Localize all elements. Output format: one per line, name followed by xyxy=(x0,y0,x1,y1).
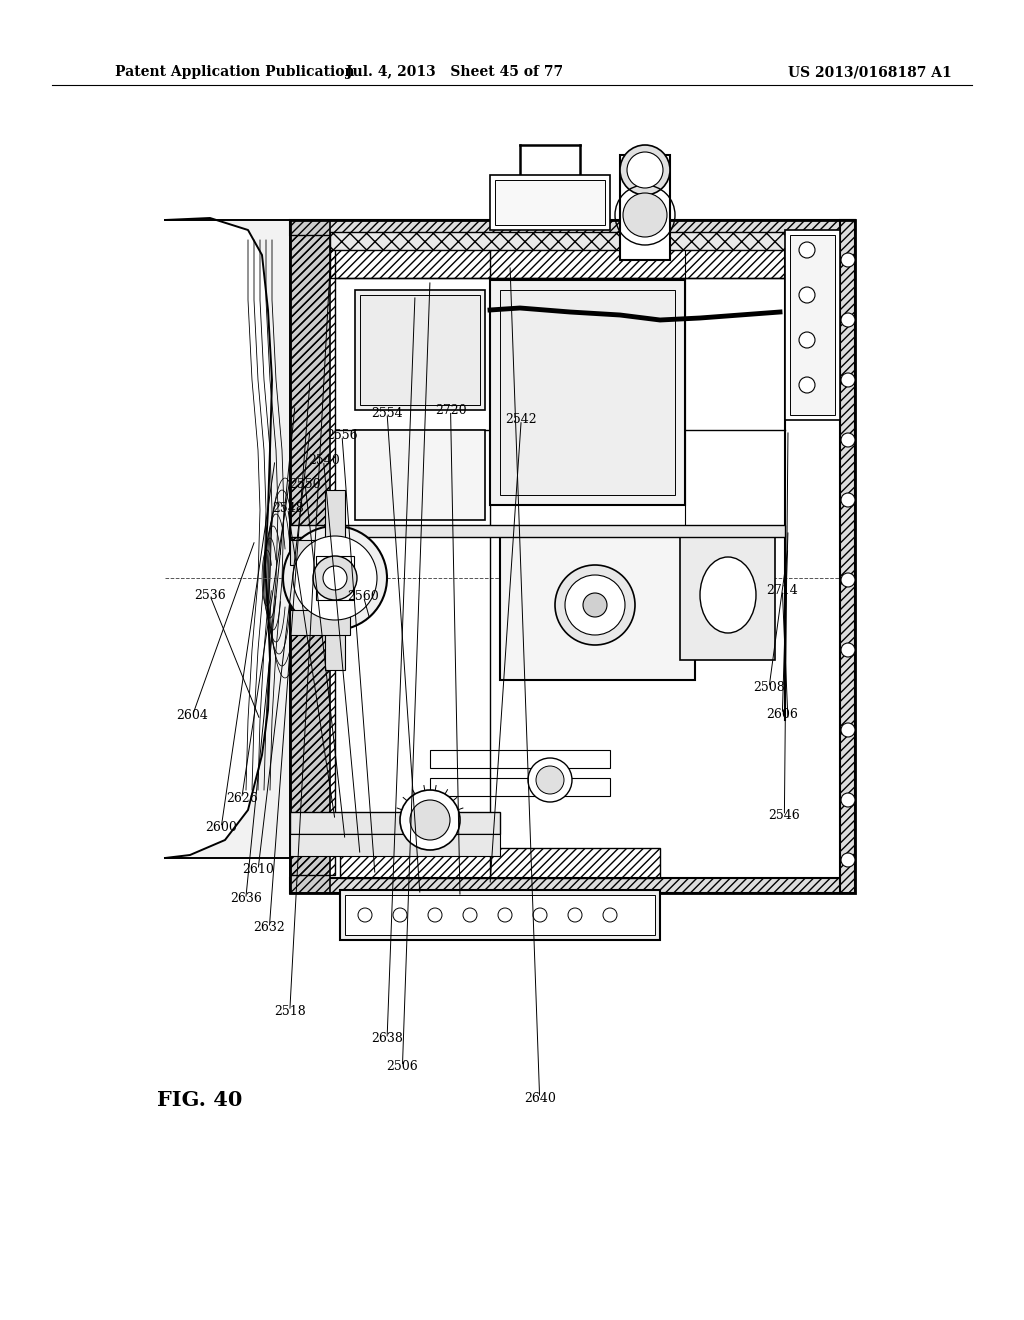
Text: 2632: 2632 xyxy=(253,921,286,935)
Bar xyxy=(345,895,655,935)
Text: Jul. 4, 2013   Sheet 45 of 77: Jul. 4, 2013 Sheet 45 of 77 xyxy=(346,65,563,79)
Bar xyxy=(325,490,345,671)
Circle shape xyxy=(841,492,855,507)
Circle shape xyxy=(293,536,377,620)
Bar xyxy=(490,176,610,230)
Bar xyxy=(785,230,840,420)
Bar xyxy=(290,220,855,894)
Circle shape xyxy=(323,566,347,590)
Circle shape xyxy=(841,723,855,737)
Text: 2604: 2604 xyxy=(176,709,209,722)
Bar xyxy=(290,610,350,635)
Text: 2606: 2606 xyxy=(766,708,799,721)
Circle shape xyxy=(393,908,407,921)
Circle shape xyxy=(283,525,387,630)
Circle shape xyxy=(498,908,512,921)
Text: 2550: 2550 xyxy=(290,478,321,491)
Text: 2506: 2506 xyxy=(386,1060,419,1073)
Bar xyxy=(340,847,660,878)
Bar xyxy=(500,531,695,680)
Circle shape xyxy=(841,793,855,807)
Bar xyxy=(330,232,825,249)
Circle shape xyxy=(568,908,582,921)
Bar xyxy=(290,235,335,875)
Bar xyxy=(319,560,350,597)
Bar xyxy=(340,890,660,940)
Text: 2638: 2638 xyxy=(371,1032,403,1045)
Circle shape xyxy=(623,193,667,238)
Bar xyxy=(620,154,670,260)
Circle shape xyxy=(799,333,815,348)
Circle shape xyxy=(428,908,442,921)
Text: US 2013/0168187 A1: US 2013/0168187 A1 xyxy=(788,65,952,79)
Text: FIG. 40: FIG. 40 xyxy=(158,1090,243,1110)
Circle shape xyxy=(400,789,460,850)
Circle shape xyxy=(410,800,450,840)
Text: 2720: 2720 xyxy=(435,404,466,417)
Text: 2554: 2554 xyxy=(372,407,402,420)
Text: 2546: 2546 xyxy=(768,809,801,822)
Bar xyxy=(840,220,855,894)
Text: 2548: 2548 xyxy=(271,502,304,515)
Circle shape xyxy=(583,593,607,616)
Bar xyxy=(355,430,485,520)
Text: 2556: 2556 xyxy=(327,429,357,442)
Circle shape xyxy=(841,853,855,867)
Text: 2636: 2636 xyxy=(229,892,262,906)
Circle shape xyxy=(463,908,477,921)
Text: 2610: 2610 xyxy=(242,863,274,876)
Polygon shape xyxy=(165,218,290,858)
Circle shape xyxy=(799,242,815,257)
Circle shape xyxy=(358,908,372,921)
Circle shape xyxy=(841,573,855,587)
Bar xyxy=(430,777,610,796)
Circle shape xyxy=(528,758,572,803)
Bar xyxy=(290,834,500,855)
Ellipse shape xyxy=(700,557,756,634)
Circle shape xyxy=(313,556,357,601)
Text: 2540: 2540 xyxy=(307,454,340,467)
Circle shape xyxy=(841,253,855,267)
Circle shape xyxy=(841,313,855,327)
Circle shape xyxy=(603,908,617,921)
Bar xyxy=(290,812,500,834)
Circle shape xyxy=(534,908,547,921)
Bar xyxy=(790,235,835,414)
Text: 2542: 2542 xyxy=(506,413,537,426)
Bar xyxy=(495,180,605,224)
Text: Patent Application Publication: Patent Application Publication xyxy=(115,65,354,79)
Bar xyxy=(490,280,685,506)
Bar xyxy=(330,248,825,279)
Circle shape xyxy=(536,766,564,795)
Bar xyxy=(360,294,480,405)
Bar xyxy=(355,290,485,411)
Circle shape xyxy=(799,286,815,304)
Text: 2560: 2560 xyxy=(347,590,380,603)
Text: 2714: 2714 xyxy=(766,583,799,597)
Circle shape xyxy=(565,576,625,635)
Text: 2626: 2626 xyxy=(225,792,258,805)
Text: 2518: 2518 xyxy=(273,1005,306,1018)
Bar xyxy=(290,220,855,235)
Circle shape xyxy=(555,565,635,645)
Circle shape xyxy=(627,152,663,187)
Text: 2600: 2600 xyxy=(205,821,238,834)
Bar xyxy=(290,540,350,565)
Bar xyxy=(316,556,354,601)
Bar xyxy=(500,290,675,495)
Text: 2536: 2536 xyxy=(194,589,226,602)
Text: 2640: 2640 xyxy=(523,1092,556,1105)
Bar xyxy=(290,525,785,537)
Circle shape xyxy=(841,643,855,657)
Bar xyxy=(290,220,330,894)
Circle shape xyxy=(620,145,670,195)
Circle shape xyxy=(841,433,855,447)
Circle shape xyxy=(799,378,815,393)
Text: 2508: 2508 xyxy=(753,681,785,694)
Bar xyxy=(680,531,775,660)
Circle shape xyxy=(841,374,855,387)
Bar xyxy=(430,750,610,768)
Bar xyxy=(290,878,855,894)
